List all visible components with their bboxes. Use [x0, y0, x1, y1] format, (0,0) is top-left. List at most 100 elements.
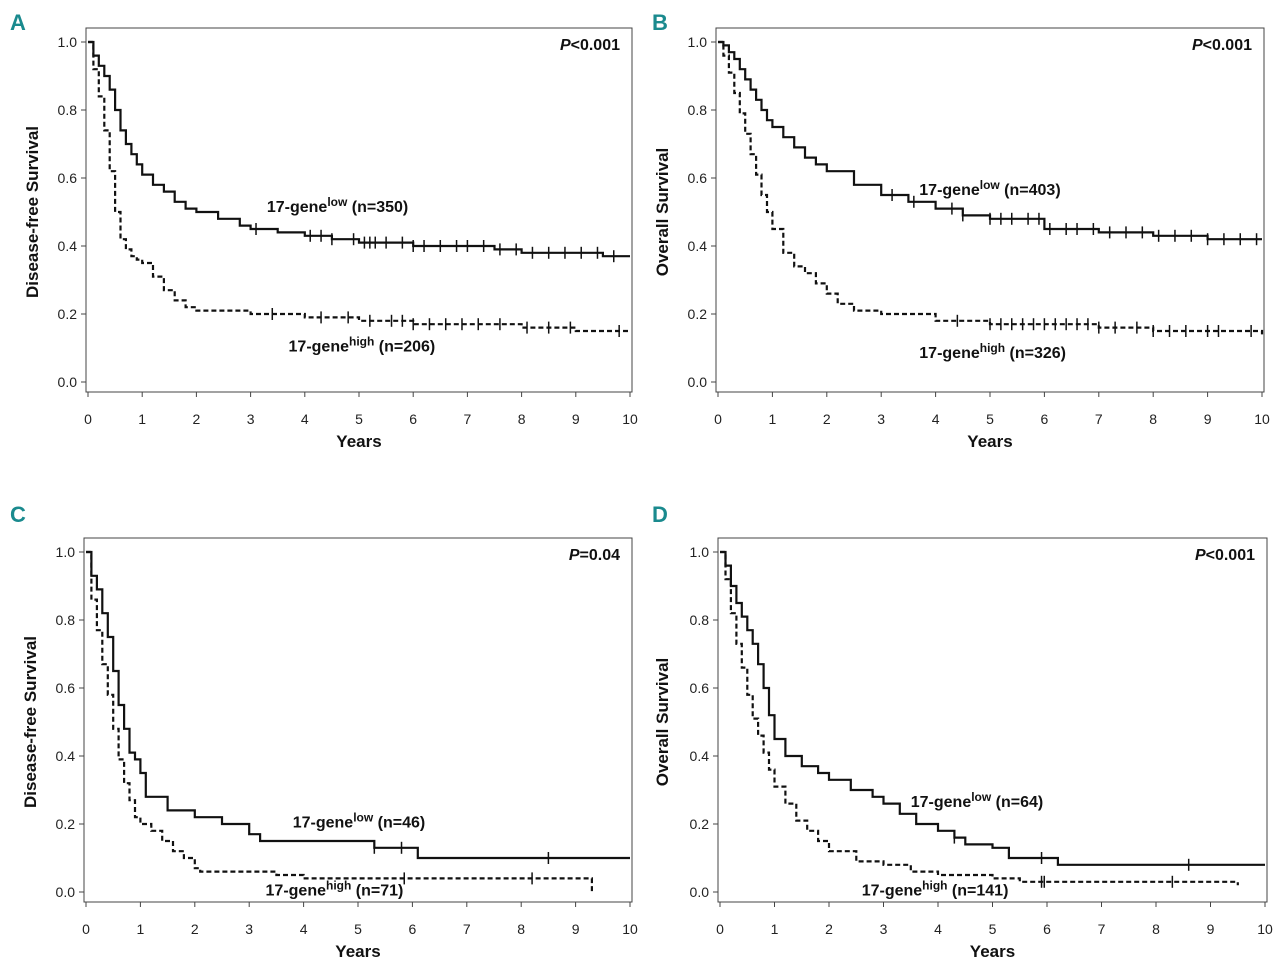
p-value: P=0.04: [569, 547, 620, 564]
y-tick-label: 1.0: [690, 544, 710, 560]
y-tick-label: 0.0: [56, 884, 76, 900]
panel-letter: A: [10, 10, 26, 35]
x-tick-label: 5: [355, 411, 363, 427]
y-tick-label: 1.0: [58, 34, 78, 50]
x-tick-label: 3: [880, 921, 888, 937]
x-tick-label: 1: [138, 411, 146, 427]
y-tick-label: 0.8: [56, 612, 76, 628]
x-tick-label: 7: [1095, 411, 1103, 427]
y-axis-title: Disease-free Survival: [21, 636, 40, 808]
x-tick-label: 0: [84, 411, 92, 427]
x-tick-label: 9: [572, 411, 580, 427]
y-tick-label: 0.0: [690, 884, 710, 900]
x-tick-label: 10: [1257, 921, 1273, 937]
x-tick-label: 3: [245, 921, 253, 937]
x-tick-label: 2: [191, 921, 199, 937]
x-tick-label: 0: [82, 921, 90, 937]
x-axis-title: Years: [967, 432, 1012, 451]
y-tick-label: 0.4: [56, 748, 76, 764]
x-tick-label: 8: [1152, 921, 1160, 937]
x-tick-label: 4: [300, 921, 308, 937]
x-tick-label: 5: [986, 411, 994, 427]
x-tick-label: 10: [622, 921, 638, 937]
y-tick-label: 1.0: [56, 544, 76, 560]
x-tick-label: 1: [137, 921, 145, 937]
label-17gene-low: 17-genelow (n=64): [911, 790, 1043, 811]
x-tick-label: 5: [354, 921, 362, 937]
y-tick-label: 0.4: [690, 748, 710, 764]
y-tick-label: 0.2: [688, 306, 708, 322]
x-tick-label: 6: [1041, 411, 1049, 427]
panel-b: B 0.0 0.2 0.4 0.6 0.8 1.0 0 1 2 3 4 5 6 7 8 9 10 Years Over…: [652, 10, 1270, 451]
x-tick-label: 9: [1207, 921, 1215, 937]
x-tick-label: 3: [247, 411, 255, 427]
series-line-low: [88, 40, 630, 258]
series-line-high: [88, 40, 630, 333]
panel-d: D 0.0 0.2 0.4 0.6 0.8 1.0 0 1 2 3 4 5 6 7 8 9 10 Years Over…: [652, 502, 1273, 961]
y-tick-label: 0.4: [58, 238, 78, 254]
panel-letter: C: [10, 502, 26, 527]
x-tick-label: 9: [572, 921, 580, 937]
y-tick-label: 1.0: [688, 34, 708, 50]
label-17gene-low: 17-genelow (n=46): [293, 810, 425, 831]
x-tick-label: 8: [517, 921, 525, 937]
panel-letter: D: [652, 502, 668, 527]
p-value: P<0.001: [560, 37, 620, 54]
y-axis-title: Overall Survival: [653, 148, 672, 277]
x-tick-label: 10: [1254, 411, 1270, 427]
y-tick-label: 0.0: [58, 374, 78, 390]
series-line-high: [86, 550, 593, 892]
x-tick-label: 2: [193, 411, 201, 427]
x-tick-label: 2: [823, 411, 831, 427]
y-tick-label: 0.0: [688, 374, 708, 390]
y-tick-label: 0.8: [690, 612, 710, 628]
panel-c: C 0.0 0.2 0.4 0.6 0.8 1.0 0 1 2 3 4 5 6 7 8 9 10 Years Dise…: [10, 502, 638, 961]
x-axis-title: Years: [335, 942, 380, 961]
y-tick-label: 0.2: [58, 306, 78, 322]
x-axis-title: Years: [336, 432, 381, 451]
x-tick-label: 4: [932, 411, 940, 427]
x-tick-label: 6: [409, 411, 417, 427]
y-tick-label: 0.4: [688, 238, 708, 254]
x-tick-label: 8: [518, 411, 526, 427]
x-tick-label: 3: [877, 411, 885, 427]
panel-letter: B: [652, 10, 668, 35]
x-tick-label: 4: [934, 921, 942, 937]
x-tick-label: 6: [1043, 921, 1051, 937]
plot-frame: [83, 537, 633, 903]
series-line-low: [718, 40, 1262, 241]
y-tick-label: 0.6: [690, 680, 710, 696]
series-line-high: [720, 550, 1239, 886]
x-tick-label: 7: [463, 921, 471, 937]
x-tick-label: 4: [301, 411, 309, 427]
label-17gene-low: 17-genelow (n=350): [267, 195, 408, 216]
x-tick-label: 9: [1204, 411, 1212, 427]
x-tick-label: 5: [989, 921, 997, 937]
y-tick-label: 0.6: [688, 170, 708, 186]
series-line-low: [86, 550, 630, 860]
y-tick-label: 0.8: [58, 102, 78, 118]
label-17gene-low: 17-genelow (n=403): [919, 178, 1060, 199]
x-tick-label: 7: [464, 411, 472, 427]
p-value: P<0.001: [1195, 547, 1255, 564]
x-tick-label: 1: [771, 921, 779, 937]
p-value: P<0.001: [1192, 37, 1252, 54]
x-tick-label: 0: [716, 921, 724, 937]
x-tick-label: 10: [622, 411, 638, 427]
y-tick-label: 0.2: [690, 816, 710, 832]
y-tick-label: 0.2: [56, 816, 76, 832]
label-17gene-high: 17-genehigh (n=206): [289, 334, 436, 355]
x-tick-label: 0: [714, 411, 722, 427]
x-tick-label: 2: [825, 921, 833, 937]
y-tick-label: 0.8: [688, 102, 708, 118]
y-axis-title: Disease-free Survival: [23, 126, 42, 298]
x-axis-title: Years: [970, 942, 1015, 961]
series-line-low: [720, 550, 1265, 866]
label-17gene-high: 17-genehigh (n=141): [862, 878, 1009, 899]
panel-a: A 0.0 0.2 0.4 0.6 0.8 1.0 0 1 2 3 4 5 6 7 8 9 10 Years Dise…: [10, 10, 638, 451]
x-tick-label: 1: [769, 411, 777, 427]
y-tick-label: 0.6: [58, 170, 78, 186]
label-17gene-high: 17-genehigh (n=326): [919, 341, 1066, 362]
y-axis-title: Overall Survival: [653, 658, 672, 787]
